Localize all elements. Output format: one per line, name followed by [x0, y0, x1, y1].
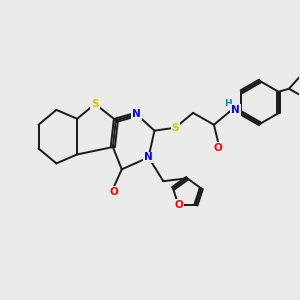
Text: O: O [214, 142, 223, 153]
Text: O: O [109, 187, 118, 197]
Text: N: N [144, 152, 153, 162]
Text: S: S [91, 99, 99, 109]
Text: N: N [231, 105, 240, 115]
Text: O: O [174, 200, 183, 210]
Text: N: N [132, 109, 141, 119]
Text: S: S [172, 123, 179, 133]
Text: H: H [224, 99, 232, 108]
